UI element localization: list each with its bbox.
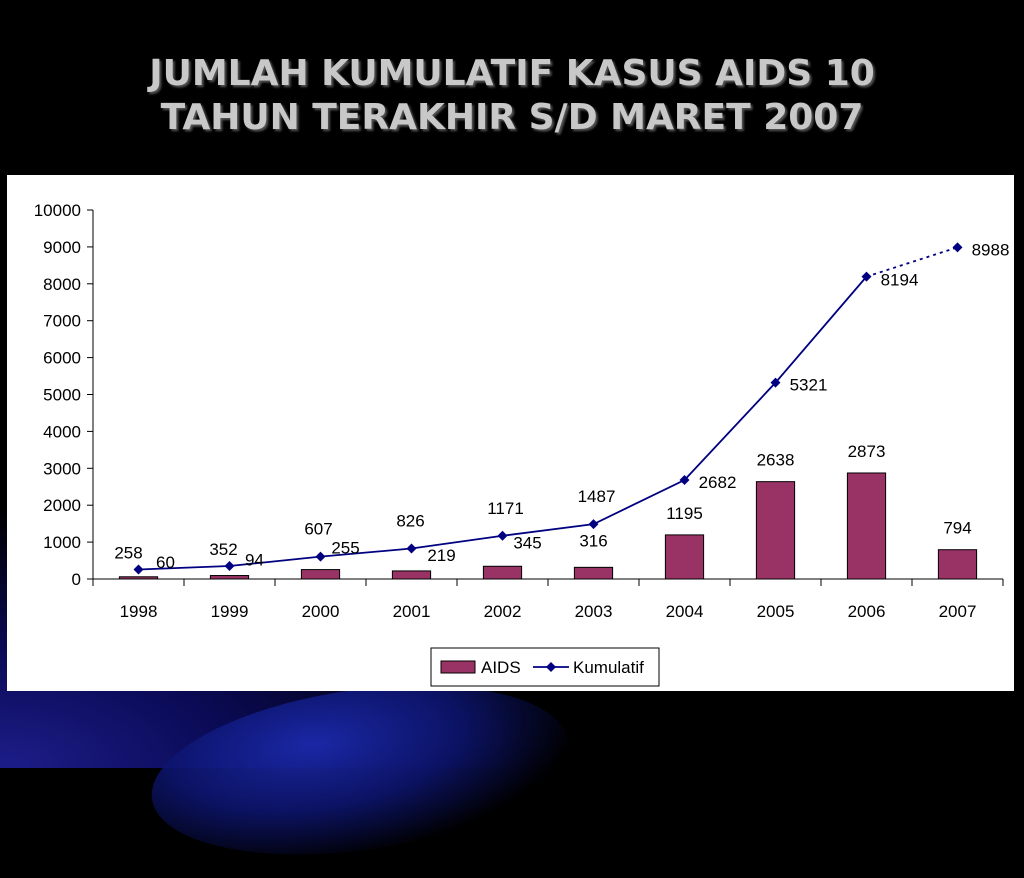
x-tick-label: 2001	[393, 602, 431, 621]
x-tick-label: 1998	[120, 602, 158, 621]
x-tick-label: 2007	[939, 602, 977, 621]
bar-aids	[391, 570, 432, 580]
y-tick-label: 4000	[43, 422, 81, 441]
data-label-aids: 794	[943, 519, 971, 538]
marker-kumulatif	[224, 561, 235, 572]
y-tick-label: 1000	[43, 533, 81, 552]
x-tick-label: 2004	[666, 602, 704, 621]
y-tick-label: 6000	[43, 349, 81, 368]
title-line-1: JUMLAH KUMULATIF KASUS AIDS 10	[149, 53, 875, 94]
x-tick-label: 2005	[757, 602, 795, 621]
marker-kumulatif	[952, 242, 963, 253]
bar-aids	[118, 576, 159, 580]
data-label-aids: 255	[331, 539, 359, 558]
bar-aids	[664, 534, 705, 580]
data-label-aids: 2873	[848, 442, 886, 461]
data-label-aids: 94	[245, 551, 264, 570]
data-label-kumulatif: 8988	[972, 240, 1010, 259]
y-tick-label: 5000	[43, 386, 81, 405]
marker-kumulatif	[406, 543, 417, 554]
x-tick-label: 2002	[484, 602, 522, 621]
legend-label-kumulatif: Kumulatif	[573, 658, 644, 677]
slide-title: JUMLAH KUMULATIF KASUS AIDS 10 TAHUN TER…	[0, 52, 1024, 140]
data-label-kumulatif: 1171	[487, 499, 524, 518]
bar-aids	[482, 565, 523, 580]
chart-panel: 0 1000 2000 3000 4000 5000 6000 7000 8000 9000 100…	[7, 175, 1014, 691]
bar-aids	[755, 481, 796, 580]
data-label-kumulatif: 826	[396, 512, 424, 531]
line-kumulatif-dashed-segment	[866, 246, 958, 278]
legend-marker-kumulatif	[546, 662, 556, 672]
data-label-aids: 219	[427, 546, 455, 565]
legend-swatch-aids	[440, 660, 476, 674]
data-label-kumulatif: 258	[114, 543, 142, 562]
title-line-2: TAHUN TERAKHIR S/D MARET 2007	[160, 97, 864, 138]
marker-kumulatif	[770, 377, 781, 388]
marker-kumulatif	[497, 530, 508, 541]
y-tick-label: 3000	[43, 459, 81, 478]
data-label-kumulatif: 8194	[881, 271, 919, 290]
marker-kumulatif	[588, 519, 599, 530]
bar-aids	[573, 566, 614, 580]
marker-kumulatif	[679, 475, 690, 486]
x-tick-label: 1999	[211, 602, 249, 621]
y-tick-label: 8000	[43, 275, 81, 294]
bar-aids	[300, 569, 341, 580]
data-label-aids: 2638	[757, 451, 795, 470]
legend-label-aids: AIDS	[481, 658, 521, 677]
chart-svg: 0 1000 2000 3000 4000 5000 6000 7000 8000 9000 100…	[34, 201, 1010, 687]
y-tick-label: 2000	[43, 496, 81, 515]
marker-kumulatif	[133, 564, 144, 575]
data-label-kumulatif: 1487	[578, 487, 616, 506]
data-label-kumulatif: 607	[304, 520, 332, 539]
y-tick-label: 9000	[43, 238, 81, 257]
data-label-aids: 316	[579, 531, 607, 550]
data-label-aids: 345	[513, 533, 541, 552]
bar-aids	[937, 549, 978, 580]
data-label-kumulatif: 352	[209, 540, 237, 559]
y-tick-label: 10000	[34, 201, 81, 220]
x-tick-label: 2006	[848, 602, 886, 621]
x-tick-label: 2003	[575, 602, 613, 621]
marker-kumulatif	[861, 271, 872, 282]
bar-aids	[846, 472, 887, 580]
y-tick-label: 0	[72, 570, 81, 589]
marker-kumulatif	[315, 551, 326, 562]
data-label-kumulatif: 5321	[790, 376, 828, 395]
data-label-aids: 60	[156, 553, 175, 572]
data-label-kumulatif: 2682	[699, 473, 737, 492]
x-tick-label: 2000	[302, 602, 340, 621]
data-label-aids: 1195	[666, 504, 703, 523]
y-tick-label: 7000	[43, 312, 81, 331]
bar-aids	[209, 575, 250, 580]
